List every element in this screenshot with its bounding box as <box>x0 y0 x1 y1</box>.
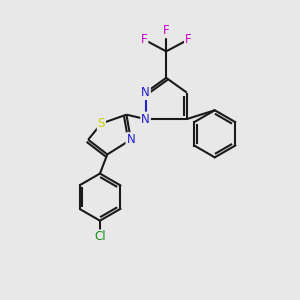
Text: F: F <box>185 33 192 46</box>
Text: N: N <box>141 112 150 126</box>
Text: N: N <box>127 133 135 146</box>
Text: Cl: Cl <box>94 230 106 243</box>
Text: S: S <box>98 117 105 130</box>
Text: F: F <box>141 33 147 46</box>
Text: N: N <box>141 86 150 99</box>
Text: F: F <box>163 24 169 37</box>
